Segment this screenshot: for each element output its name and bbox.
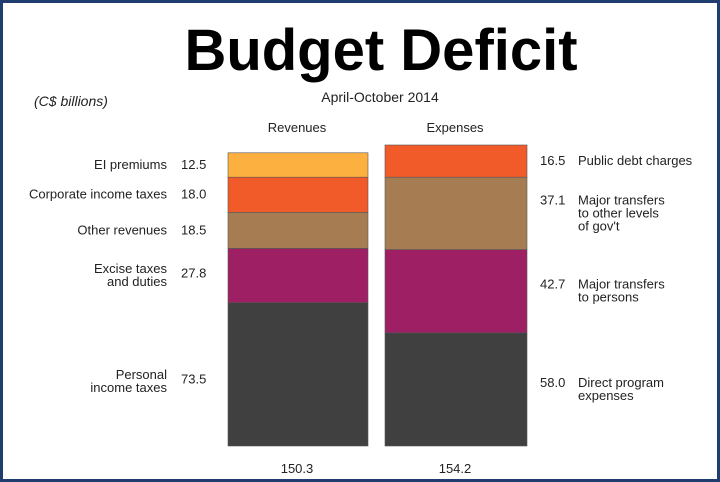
value-label-revenues-other-revenues: 18.5 [181,222,206,237]
total-expenses: 154.2 [439,461,472,476]
bar-segment-revenues-other-revenues [227,212,369,249]
value-label-expenses-major-transfers-to-persons: 42.7 [540,277,565,292]
segment-labels: 73.5 Personal income taxes 27.8 Excise taxes… [29,153,693,403]
unit-label: (C$ billions) [34,93,108,109]
category-label-excise-taxes-and-duties: Excise taxes and duties [94,261,167,289]
bar-header-expenses: Expenses [426,120,484,135]
bar-segment-revenues-corporate-income-taxes [227,176,369,213]
total-revenues: 150.3 [281,461,314,476]
value-label-expenses-direct-program-expenses: 58.0 [540,375,565,390]
bar-segment-expenses-public-debt-charges [384,144,528,178]
category-label-public-debt-charges: Public debt charges [578,153,693,168]
bar-segment-revenues-excise-taxes-and-duties [227,248,369,303]
value-label-revenues-excise-taxes-and-duties: 27.8 [181,266,206,281]
category-label-personal-income-taxes: Personal income taxes [90,367,167,395]
bar-segment-revenues-ei-premiums [227,152,369,178]
chart-subtitle: April-October 2014 [321,89,439,105]
bar-segment-revenues-personal-income-taxes [227,302,369,447]
chart-title: Budget Deficit [184,18,577,83]
bar-header-revenues: Revenues [268,120,327,135]
bar-segment-expenses-major-transfers-to-persons [384,249,528,334]
category-label-other-revenues: Other revenues [77,222,167,237]
category-label-direct-program-expenses: Direct program expenses [578,375,664,403]
value-label-revenues-ei-premiums: 12.5 [181,157,206,172]
bar-segment-expenses-major-transfers-to-other-levels-of-gov-t [384,176,528,250]
stacked-bars [227,144,528,447]
value-label-expenses-public-debt-charges: 16.5 [540,153,565,168]
category-label-major-transfers-to-persons: Major transfers to persons [578,277,665,305]
value-label-revenues-personal-income-taxes: 73.5 [181,371,206,386]
category-label-ei-premiums: EI premiums [94,157,167,172]
value-label-revenues-corporate-income-taxes: 18.0 [181,187,206,202]
category-label-major-transfers-to-other-levels-of-gov-t: Major transfers to other levels of gov't [578,192,665,233]
category-label-corporate-income-taxes: Corporate income taxes [29,187,168,202]
bar-segment-expenses-direct-program-expenses [384,332,528,447]
value-label-expenses-major-transfers-to-other-levels-of-gov-t: 37.1 [540,192,565,207]
